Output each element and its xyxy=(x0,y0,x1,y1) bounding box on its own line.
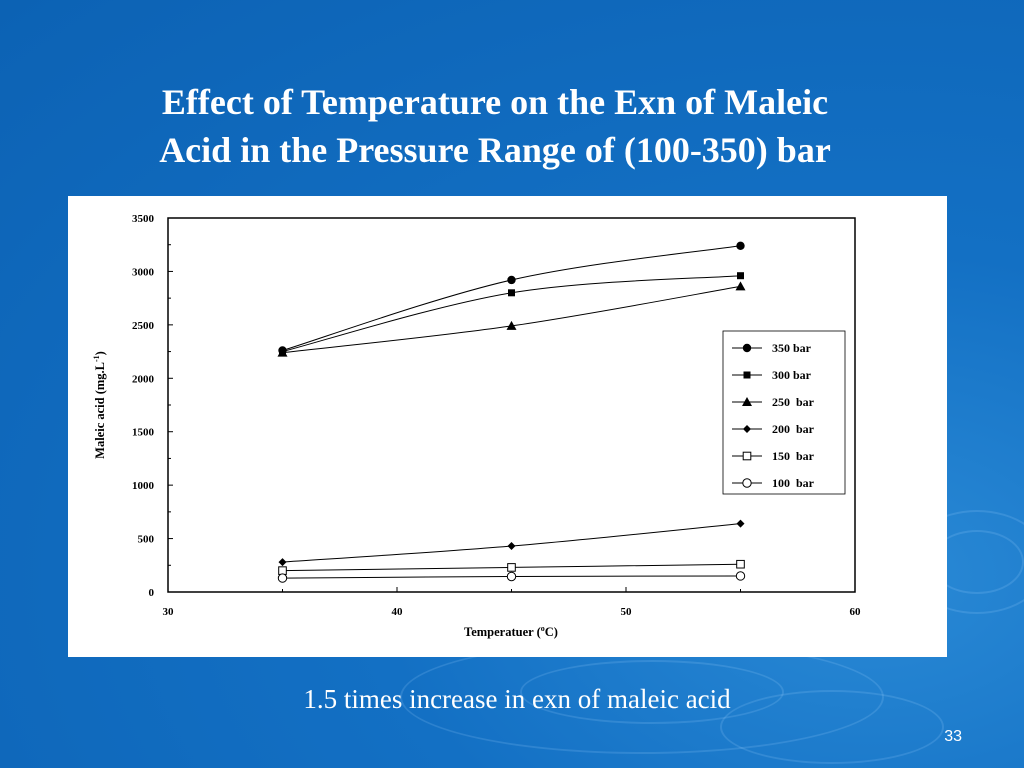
slide-title: Effect of Temperature on the Exn of Male… xyxy=(0,78,990,174)
data-point xyxy=(278,566,287,575)
x-axis-label-superscript: o xyxy=(541,624,545,633)
series-line xyxy=(282,275,741,353)
page-number: 33 xyxy=(944,728,962,745)
x-tick-label: 40 xyxy=(392,606,404,618)
legend-marker xyxy=(743,371,751,379)
y-tick-label: 3500 xyxy=(132,213,155,225)
slide-title-line-1: Effect of Temperature on the Exn of Male… xyxy=(161,82,829,122)
data-point xyxy=(507,542,516,551)
legend-label: 100 bar xyxy=(772,476,815,490)
y-tick-label: 1500 xyxy=(132,427,155,439)
y-tick-label: 2000 xyxy=(132,373,155,385)
y-tick-label: 3000 xyxy=(132,266,155,278)
data-point xyxy=(736,559,745,569)
data-point xyxy=(737,272,744,280)
legend-label: 150 bar xyxy=(772,449,815,463)
y-axis-label-superscript: -1 xyxy=(92,355,101,362)
x-tick-label: 60 xyxy=(850,606,862,618)
x-tick-label: 50 xyxy=(621,606,633,618)
legend: 350 bar 300 bar 250 bar 200 bar 150 bar 100 b… xyxy=(722,330,846,495)
y-tick-label: 2500 xyxy=(132,320,155,332)
data-point xyxy=(736,241,745,250)
data-point xyxy=(508,289,515,297)
background-ripple xyxy=(720,690,944,764)
series-line xyxy=(282,285,741,354)
legend-marker xyxy=(742,343,752,353)
legend-label: 350 bar xyxy=(772,341,812,355)
chart: 0 500 1000 1500 2000 2500 3000 3500 30 40 50 60 Te… xyxy=(92,213,862,639)
legend-box xyxy=(722,330,846,495)
data-point xyxy=(507,563,516,572)
chart-panel: 0 500 1000 1500 2000 2500 3000 3500 30 40 50 60 Te… xyxy=(68,196,947,657)
data-point xyxy=(507,275,516,285)
legend-marker xyxy=(743,425,751,433)
legend-marker xyxy=(742,478,752,488)
x-axis: 30 40 50 60 xyxy=(163,587,862,618)
legend-label: 250 bar xyxy=(772,395,815,409)
data-point xyxy=(735,281,746,291)
y-tick-label: 1000 xyxy=(132,480,155,492)
legend-label: 300 bar xyxy=(772,368,812,382)
data-point xyxy=(277,573,288,583)
data-point xyxy=(506,320,517,330)
series-markers xyxy=(277,241,746,583)
legend-marker xyxy=(742,397,752,406)
legend-label: 200 bar xyxy=(772,422,815,436)
y-tick-label: 500 xyxy=(138,534,155,546)
slide-caption: 1.5 times increase in exn of maleic acid xyxy=(303,684,731,714)
y-axis-label: Maleic acid (mg.L-1) xyxy=(92,351,107,459)
y-tick-label: 0 xyxy=(149,587,155,599)
data-point xyxy=(736,519,745,528)
slide-title-line-2: Acid in the Pressure Range of (100-350) … xyxy=(159,130,831,170)
x-axis-label: Temperatuer (oC) xyxy=(464,624,558,639)
y-axis: 0 500 1000 1500 2000 2500 3000 3500 xyxy=(132,213,173,599)
data-point xyxy=(506,571,517,582)
series-line xyxy=(282,245,741,351)
data-point xyxy=(278,558,287,567)
data-point xyxy=(735,571,746,581)
data-point xyxy=(277,347,288,357)
legend-marker xyxy=(742,451,752,461)
x-tick-label: 30 xyxy=(163,606,175,618)
